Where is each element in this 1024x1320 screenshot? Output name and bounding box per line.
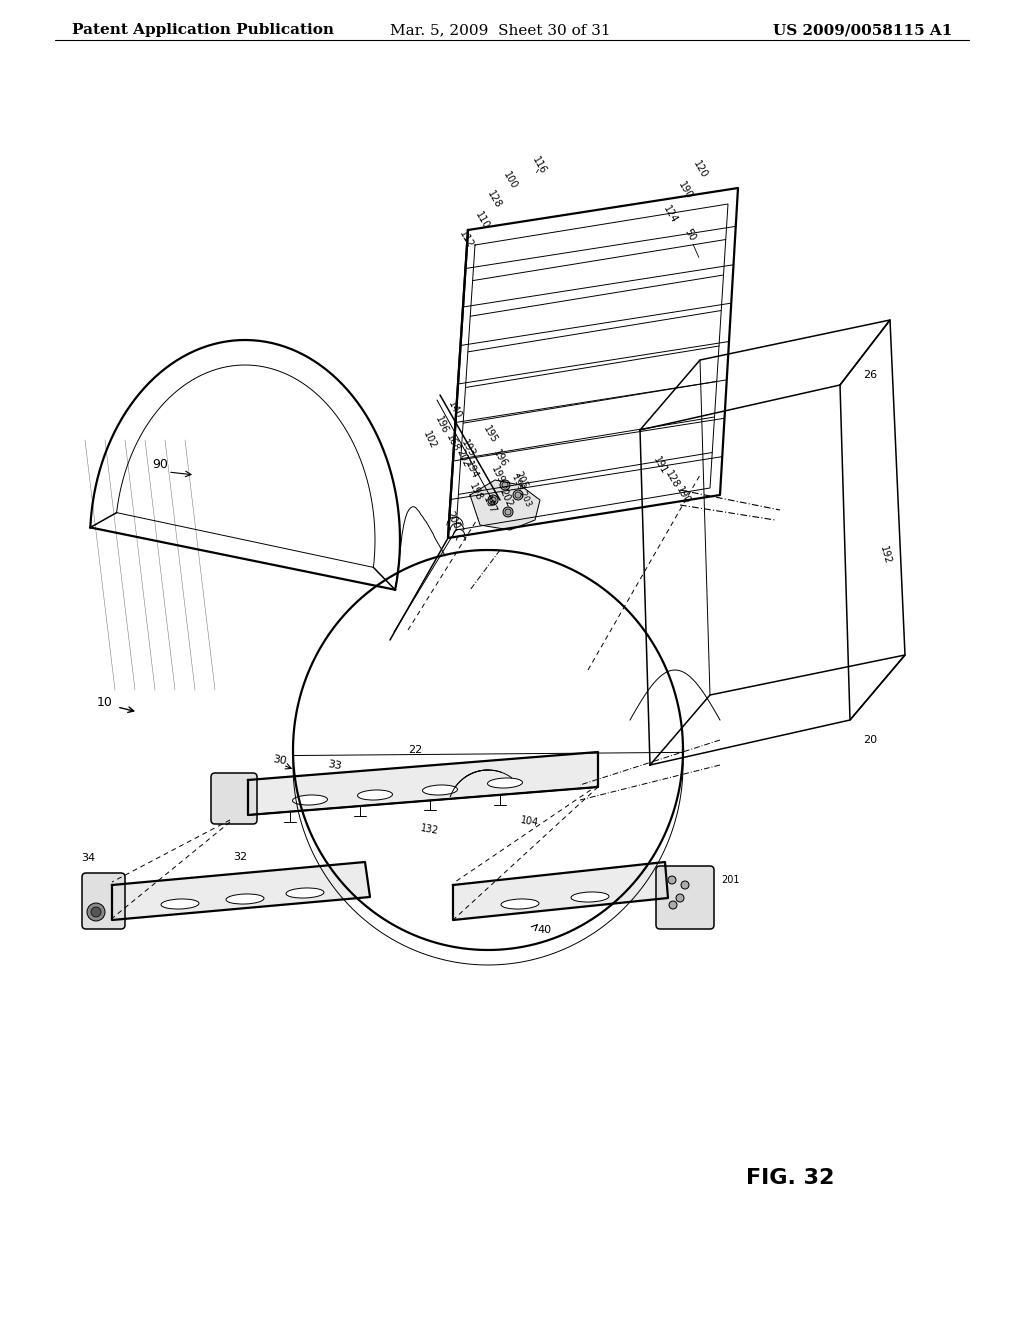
Text: US 2009/0058115 A1: US 2009/0058115 A1 [773, 22, 952, 37]
Text: 197: 197 [481, 495, 499, 516]
Text: 33: 33 [328, 759, 343, 771]
Ellipse shape [487, 777, 522, 788]
Text: 201: 201 [721, 875, 739, 884]
Text: 190: 190 [674, 484, 692, 506]
Text: 168: 168 [444, 433, 462, 454]
Text: 112: 112 [457, 230, 475, 251]
Circle shape [503, 507, 513, 517]
Circle shape [681, 880, 689, 888]
Text: 40: 40 [538, 925, 552, 935]
Polygon shape [112, 862, 370, 920]
Text: 116: 116 [530, 154, 548, 176]
Text: Mar. 5, 2009  Sheet 30 of 31: Mar. 5, 2009 Sheet 30 of 31 [390, 22, 610, 37]
Text: 30: 30 [272, 754, 288, 766]
Text: 202: 202 [455, 447, 471, 469]
Text: 120: 120 [691, 160, 709, 181]
Circle shape [87, 903, 105, 921]
Text: 191: 191 [651, 454, 669, 475]
FancyBboxPatch shape [656, 866, 714, 929]
Text: 20: 20 [863, 735, 878, 744]
Polygon shape [248, 752, 598, 814]
Ellipse shape [423, 785, 458, 795]
Text: 202: 202 [498, 487, 514, 508]
Ellipse shape [226, 894, 264, 904]
Text: 199 203: 199 203 [511, 473, 534, 507]
Text: 90: 90 [152, 458, 168, 471]
Text: 22: 22 [408, 744, 422, 755]
FancyBboxPatch shape [82, 873, 125, 929]
Ellipse shape [571, 892, 609, 902]
Text: 124: 124 [662, 205, 679, 226]
Text: 26: 26 [863, 370, 878, 380]
Text: 10: 10 [97, 696, 113, 709]
Text: 194: 194 [464, 459, 480, 480]
Text: 50: 50 [683, 227, 697, 243]
Text: 140: 140 [446, 400, 464, 421]
Circle shape [513, 490, 523, 500]
Text: 196: 196 [433, 414, 451, 436]
Text: 34: 34 [81, 853, 95, 863]
Ellipse shape [357, 789, 392, 800]
Polygon shape [470, 480, 540, 531]
Circle shape [676, 894, 684, 902]
Text: 128: 128 [485, 190, 503, 210]
Ellipse shape [161, 899, 199, 909]
Text: 110: 110 [473, 210, 490, 231]
Text: 199: 199 [489, 465, 507, 486]
Circle shape [668, 876, 676, 884]
Text: FIG. 32: FIG. 32 [745, 1168, 835, 1188]
Circle shape [91, 907, 101, 917]
Circle shape [488, 495, 498, 506]
Text: 193: 193 [459, 437, 477, 458]
Text: Patent Application Publication: Patent Application Publication [72, 22, 334, 37]
Circle shape [669, 902, 677, 909]
Text: 102: 102 [422, 429, 438, 450]
Ellipse shape [286, 888, 324, 898]
Ellipse shape [293, 795, 328, 805]
Text: 132: 132 [420, 824, 440, 837]
Polygon shape [453, 862, 668, 920]
Text: 196: 196 [492, 447, 509, 469]
Text: 104: 104 [520, 816, 540, 829]
Text: 100: 100 [501, 169, 519, 190]
Text: 32: 32 [232, 851, 247, 862]
Text: 198: 198 [468, 482, 484, 503]
Text: 200: 200 [444, 510, 462, 531]
Text: 195: 195 [481, 425, 499, 446]
Text: 190: 190 [676, 180, 694, 201]
Text: 128: 128 [664, 470, 681, 491]
FancyBboxPatch shape [211, 774, 257, 824]
Ellipse shape [501, 899, 539, 909]
Text: 192: 192 [878, 545, 892, 565]
Text: 205: 205 [513, 470, 529, 491]
Circle shape [500, 480, 510, 490]
